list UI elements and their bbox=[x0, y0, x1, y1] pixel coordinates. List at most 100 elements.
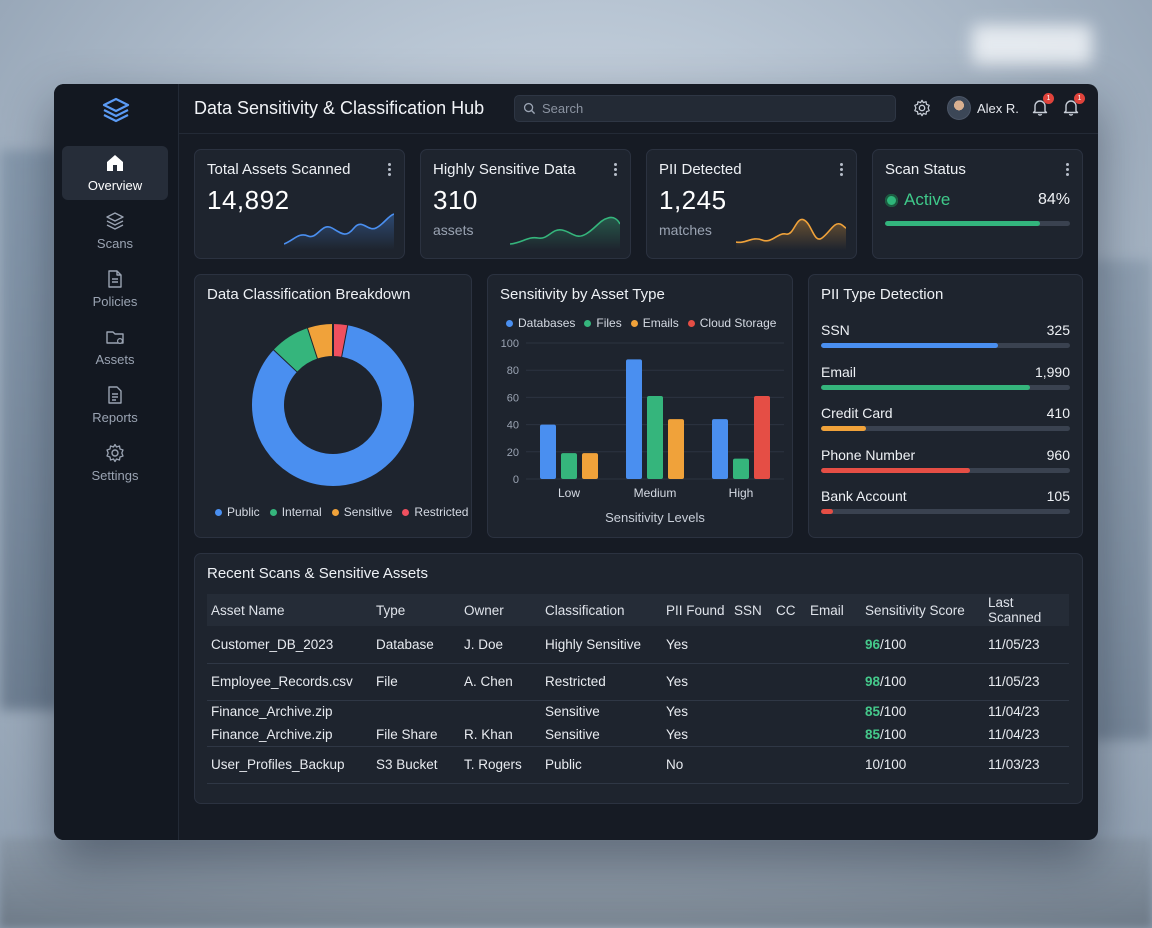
last-scanned-cell: 11/04/23 bbox=[988, 704, 1040, 720]
bar-low-databases[interactable] bbox=[540, 424, 556, 479]
score-value: 85 bbox=[865, 726, 881, 742]
search-bar[interactable] bbox=[514, 95, 896, 122]
column-header[interactable]: Classification bbox=[541, 594, 662, 626]
sidebar-item-scans[interactable]: Scans bbox=[62, 204, 168, 258]
ssn-cell bbox=[730, 700, 772, 723]
table-row[interactable]: Customer_DB_2023 Database J. Doe Highly Sen… bbox=[207, 626, 1069, 664]
email-cell bbox=[806, 700, 861, 723]
y-tick-label: 40 bbox=[507, 420, 519, 432]
pii-found-cell: Yes bbox=[662, 626, 730, 664]
donut-slice-public[interactable] bbox=[252, 325, 414, 486]
bell-icon bbox=[1063, 100, 1079, 116]
x-tick-label: Low bbox=[558, 486, 580, 500]
column-header[interactable]: Email bbox=[806, 594, 861, 626]
pii-row-phone-number[interactable]: Phone Number 960 bbox=[821, 447, 1070, 487]
y-tick-label: 0 bbox=[513, 474, 519, 486]
donut-slice-sensitive[interactable] bbox=[307, 324, 334, 359]
table-row[interactable]: User_Profiles_Backup S3 Bucket T. Rogers Pu… bbox=[207, 746, 1069, 784]
table-row[interactable]: Finance_Archive.zip File Share R. Khan Sens… bbox=[207, 723, 1069, 747]
legend-label: Files bbox=[596, 316, 622, 330]
bar-low-files[interactable] bbox=[561, 453, 577, 479]
background-window bbox=[0, 150, 60, 710]
pii-row-bank-account[interactable]: Bank Account 105 bbox=[821, 488, 1070, 528]
sidebar-item-label: Assets bbox=[95, 352, 135, 367]
settings-gear-icon[interactable] bbox=[913, 99, 931, 117]
column-header[interactable]: CC bbox=[772, 594, 806, 626]
owner-cell: R. Khan bbox=[460, 723, 541, 747]
kpi-card-scan-status: Scan Status Active 84% bbox=[872, 149, 1083, 259]
asset-name-cell: Finance_Archive.zip bbox=[211, 704, 333, 720]
column-header[interactable]: Owner bbox=[460, 594, 541, 626]
pii-label: Phone Number bbox=[821, 446, 916, 463]
cc-cell bbox=[772, 626, 806, 664]
sidebar-item-settings[interactable]: Settings bbox=[62, 436, 168, 490]
more-options-icon[interactable] bbox=[840, 163, 844, 177]
table-row[interactable]: Finance_Archive.zip Sensitive Yes 85/100 11/… bbox=[207, 700, 1069, 723]
last-scanned-cell: 11/05/23 bbox=[984, 663, 1069, 701]
folder-icon bbox=[106, 331, 124, 345]
sidebar-item-overview[interactable]: Overview bbox=[62, 146, 168, 200]
kpi-card-total-assets: Total Assets Scanned 14,892 bbox=[194, 149, 405, 259]
search-icon bbox=[523, 102, 536, 115]
pii-row-ssn[interactable]: SSN 325 bbox=[821, 322, 1070, 362]
asset-name-cell: Employee_Records.csv bbox=[207, 663, 372, 701]
table-row[interactable]: Employee_Records.csv File A. Chen Restricte… bbox=[207, 663, 1069, 701]
kpi-title: Highly Sensitive Data bbox=[433, 161, 576, 178]
notifications-button[interactable]: 1 bbox=[1031, 93, 1054, 116]
donut-slice-restricted[interactable] bbox=[332, 324, 349, 357]
bar-low-emails[interactable] bbox=[582, 453, 598, 479]
more-options-icon[interactable] bbox=[1066, 163, 1070, 177]
x-tick-label: High bbox=[729, 486, 754, 500]
legend-item-public: Public bbox=[215, 505, 260, 519]
bar-medium-emails[interactable] bbox=[668, 419, 684, 479]
email-cell bbox=[806, 746, 861, 784]
search-input[interactable] bbox=[542, 101, 872, 116]
owner-cell bbox=[460, 700, 541, 723]
pii-bar-fill bbox=[821, 509, 834, 514]
sidebar-item-assets[interactable]: Assets bbox=[62, 320, 168, 374]
pii-count: 410 bbox=[1046, 405, 1070, 421]
donut-slice-internal[interactable] bbox=[273, 327, 319, 373]
y-tick-label: 80 bbox=[507, 365, 519, 377]
column-header[interactable]: Last Scanned bbox=[984, 594, 1069, 626]
type-cell: File bbox=[372, 663, 460, 701]
column-header[interactable]: SSN bbox=[730, 594, 772, 626]
kpi-title: Total Assets Scanned bbox=[207, 161, 351, 178]
bar-high-cloud-storage[interactable] bbox=[754, 396, 770, 479]
more-options-icon[interactable] bbox=[388, 163, 392, 177]
classification-cell: Public bbox=[541, 746, 662, 784]
pii-bar-track bbox=[821, 509, 1070, 514]
column-header[interactable]: Asset Name bbox=[207, 594, 372, 626]
more-options-icon[interactable] bbox=[614, 163, 618, 177]
card-title: Sensitivity by Asset Type bbox=[500, 286, 665, 303]
layers-logo-icon[interactable] bbox=[100, 96, 132, 126]
column-header[interactable]: Type bbox=[372, 594, 460, 626]
pii-bar-track bbox=[821, 343, 1070, 348]
home-icon bbox=[107, 155, 123, 171]
legend-label: Cloud Storage bbox=[699, 316, 777, 330]
bar-medium-files[interactable] bbox=[647, 396, 663, 479]
legend-item-files: Files bbox=[584, 316, 622, 330]
sensitivity-score-cell: 10/100 bbox=[861, 746, 984, 784]
sidebar-item-policies[interactable]: Policies bbox=[62, 262, 168, 316]
sensitivity-score-cell: 85/100 bbox=[861, 723, 984, 747]
card-title: Recent Scans & Sensitive Assets bbox=[207, 565, 428, 582]
column-header[interactable]: Sensitivity Score bbox=[861, 594, 984, 626]
asset-name-cell: Customer_DB_2023 bbox=[207, 626, 372, 664]
bar-high-files[interactable] bbox=[733, 458, 749, 479]
bar-medium-databases[interactable] bbox=[626, 359, 642, 479]
pii-bar-track bbox=[821, 426, 1070, 431]
bell-icon bbox=[1032, 100, 1048, 116]
last-scanned-cell: 11/05/23 bbox=[984, 626, 1069, 664]
email-cell bbox=[806, 663, 861, 701]
bar-legend: Databases Files Emails Cloud Storage bbox=[506, 316, 776, 330]
bar-high-databases[interactable] bbox=[712, 419, 728, 479]
alerts-button[interactable]: 1 bbox=[1062, 93, 1085, 116]
column-header[interactable]: PII Found bbox=[662, 594, 730, 626]
avatar[interactable] bbox=[947, 96, 971, 120]
pii-row-credit-card[interactable]: Credit Card 410 bbox=[821, 405, 1070, 445]
pii-row-email[interactable]: Email 1,990 bbox=[821, 364, 1070, 404]
sidebar-item-reports[interactable]: Reports bbox=[62, 378, 168, 432]
score-value: 96 bbox=[865, 636, 881, 652]
user-name[interactable]: Alex R. bbox=[977, 101, 1019, 116]
